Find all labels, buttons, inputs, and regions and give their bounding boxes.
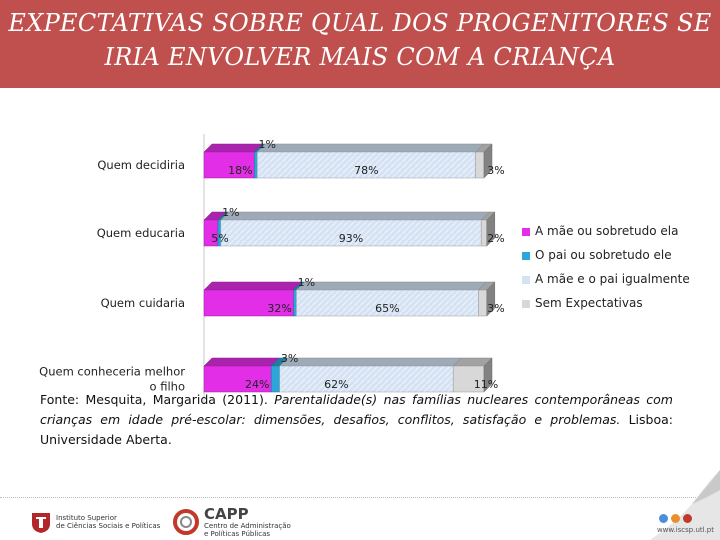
source-citation: Fonte: Mesquita, Margarida (2011). Paren… (40, 390, 673, 450)
page-curl-decoration (650, 470, 720, 540)
bar-top-mae (203, 143, 264, 153)
slide-title-line-2: IRIA ENVOLVER MAIS COM A CRIANÇA (104, 43, 616, 71)
bar-ambos (279, 365, 454, 393)
data-label-pai: 1% (258, 138, 275, 151)
capp-ring-icon (173, 509, 199, 535)
dot-orange-icon (671, 514, 680, 523)
bar-sem (452, 365, 485, 393)
stacked-bar-chart: Quem decidiria 18% 1% 78% 3% Quem educaria 5% 1… (39, 134, 505, 404)
bar-side-sem (486, 211, 496, 247)
title-bar: EXPECTATIVAS SOBRE QUAL DOS PROGENITORES… (0, 0, 720, 88)
footer-dots (659, 514, 692, 523)
bar-mae (203, 365, 272, 393)
category-label: o filho (150, 380, 185, 394)
data-label-ambos: 62% (324, 378, 348, 391)
legend-label-pai: O pai ou sobretudo ele (535, 248, 672, 262)
legend-swatch-ambos (522, 276, 530, 284)
legend-swatch-mae (522, 228, 530, 236)
bar-mae (203, 289, 294, 317)
iscsp-emblem-icon (32, 513, 50, 533)
bar-side-sem (486, 281, 496, 317)
bar-top-ambos (295, 281, 488, 291)
data-label-pai: 1% (298, 276, 315, 289)
legend-label-sem: Sem Expectativas (535, 296, 643, 310)
bar-top-ambos (278, 357, 462, 367)
bar-sem (480, 219, 488, 247)
source-prefix: Fonte: Mesquita, Margarida (2011). (40, 392, 275, 407)
legend-label-ambos: A mãe e o pai igualmente (535, 272, 690, 286)
iscsp-name-line-1: Instituto Superior (56, 514, 117, 522)
data-label-sem: 3% (487, 164, 504, 177)
bar-ambos (296, 289, 479, 317)
data-label-sem: 3% (487, 302, 504, 315)
dot-red-icon (683, 514, 692, 523)
source-suffix: Lisboa: Universidade Aberta. (40, 412, 673, 447)
category-label: Quem cuidaria (101, 296, 185, 310)
data-label-pai: 3% (281, 352, 298, 365)
legend-swatch-pai (522, 252, 530, 260)
bar-ambos (220, 219, 482, 247)
legend-label-mae: A mãe ou sobretudo ela (535, 224, 679, 238)
bar-sem (475, 151, 485, 179)
footer-divider (0, 497, 720, 498)
data-label-sem: 2% (487, 232, 504, 245)
data-label-ambos: 65% (375, 302, 399, 315)
slide-title: EXPECTATIVAS SOBRE QUAL DOS PROGENITORES… (0, 6, 720, 74)
data-label-ambos: 78% (354, 164, 378, 177)
category-label: Quem educaria (97, 226, 185, 240)
capp-subtitle-line-2: e Políticas Públicas (204, 529, 271, 538)
bar-top-mae (203, 281, 303, 291)
category-label: Quem conheceria melhor (39, 365, 185, 379)
iscsp-logo: Instituto Superior de Ciências Sociais e… (30, 508, 160, 536)
bar-pai (254, 151, 258, 179)
data-label-mae: 24% (245, 378, 269, 391)
slide-title-line-1: EXPECTATIVAS SOBRE QUAL DOS PROGENITORES… (8, 9, 712, 37)
website-url: www.iscsp.utl.pt (656, 526, 714, 534)
data-label-mae: 32% (267, 302, 291, 315)
bar-side-sem (483, 143, 493, 179)
iscsp-name-line-2: de Ciências Sociais e Políticas (56, 522, 161, 530)
bar-sem (478, 289, 488, 317)
bar-pai (270, 365, 280, 393)
capp-subtitle-line-1: Centro de Administração (204, 521, 291, 530)
data-label-mae: 18% (228, 164, 252, 177)
category-label: Quem decidiria (97, 158, 185, 172)
data-label-mae: 5% (211, 232, 228, 245)
bar-ambos (256, 151, 476, 179)
dot-blue-icon (659, 514, 668, 523)
capp-logo: CAPP Centro de Administração e Políticas… (172, 504, 291, 538)
capp-name: CAPP (204, 504, 249, 523)
bar-pai (293, 289, 297, 317)
bar-top-ambos (220, 211, 490, 221)
source-title: Parentalidade(s) nas famílias nucleares … (40, 392, 673, 427)
data-label-ambos: 93% (339, 232, 363, 245)
legend-swatch-sem (522, 300, 530, 308)
bar-side-sem (483, 357, 493, 393)
bar-top-mae (203, 357, 280, 367)
data-label-sem: 11% (474, 378, 498, 391)
data-label-pai: 1% (222, 206, 239, 219)
bar-top-ambos (256, 143, 485, 153)
